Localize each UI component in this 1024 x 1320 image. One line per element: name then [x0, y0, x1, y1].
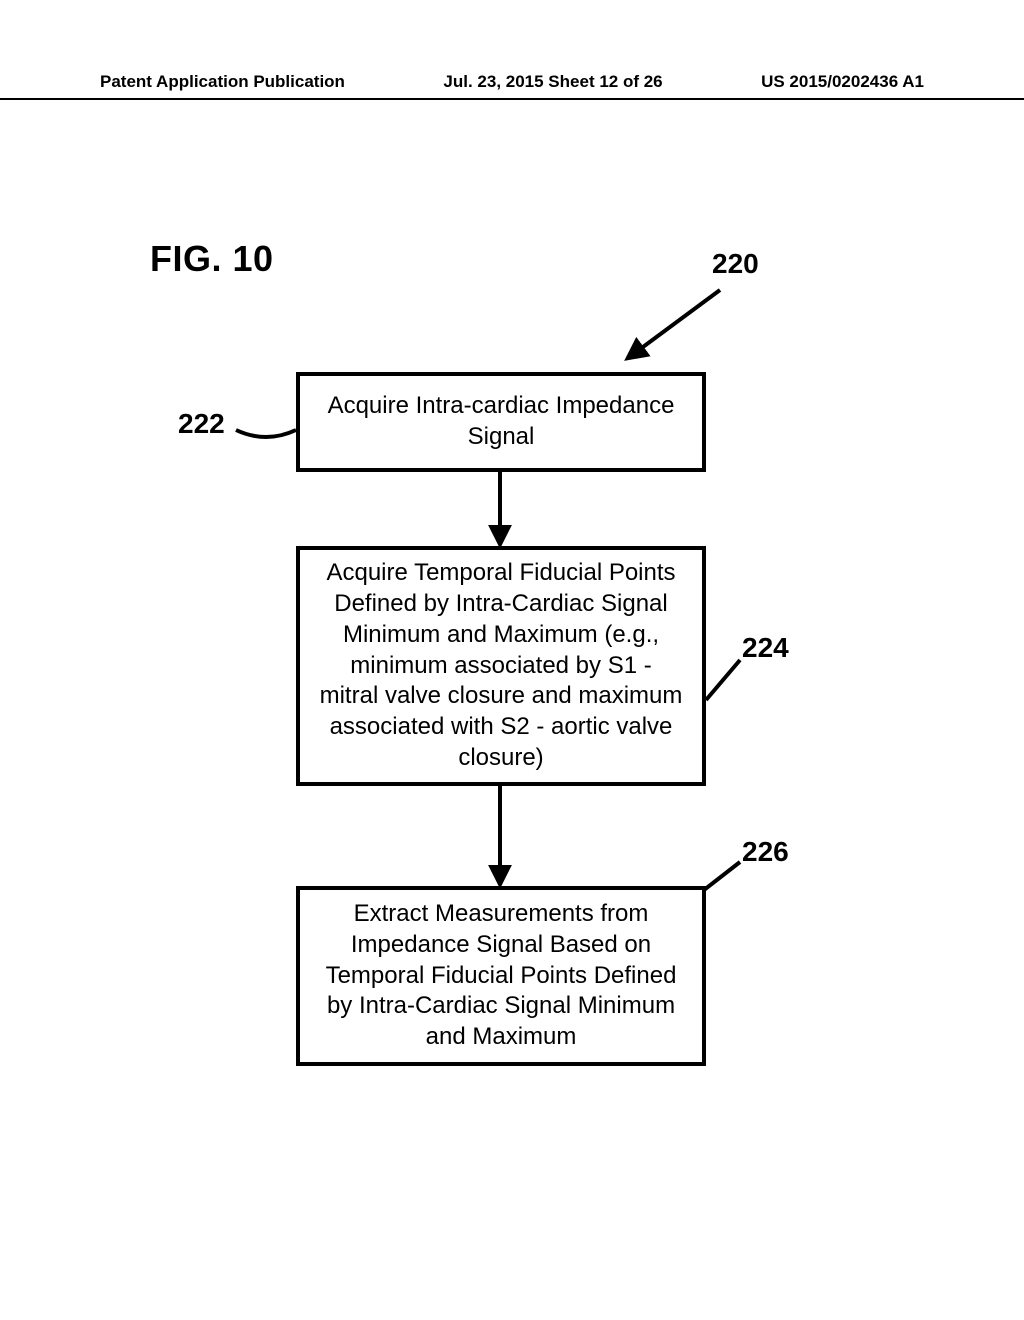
flow-step-226-text: Extract Measurements from Impedance Sign…	[318, 899, 684, 1053]
page-header: Patent Application Publication Jul. 23, …	[0, 72, 1024, 100]
flow-step-224: Acquire Temporal Fiducial Points Defined…	[296, 546, 706, 786]
flow-step-226: Extract Measurements from Impedance Sign…	[296, 886, 706, 1066]
ref-220: 220	[712, 248, 759, 280]
ref-226: 226	[742, 836, 789, 868]
flow-step-222: Acquire Intra-cardiac Impedance Signal	[296, 372, 706, 472]
header-center: Jul. 23, 2015 Sheet 12 of 26	[443, 72, 662, 92]
figure-title: FIG. 10	[150, 238, 274, 280]
ref-222: 222	[178, 408, 225, 440]
header-left: Patent Application Publication	[100, 72, 345, 92]
header-right: US 2015/0202436 A1	[761, 72, 924, 92]
flow-step-222-text: Acquire Intra-cardiac Impedance Signal	[318, 391, 684, 452]
flow-step-224-text: Acquire Temporal Fiducial Points Defined…	[318, 558, 684, 773]
ref-224: 224	[742, 632, 789, 664]
page: Patent Application Publication Jul. 23, …	[0, 0, 1024, 1320]
